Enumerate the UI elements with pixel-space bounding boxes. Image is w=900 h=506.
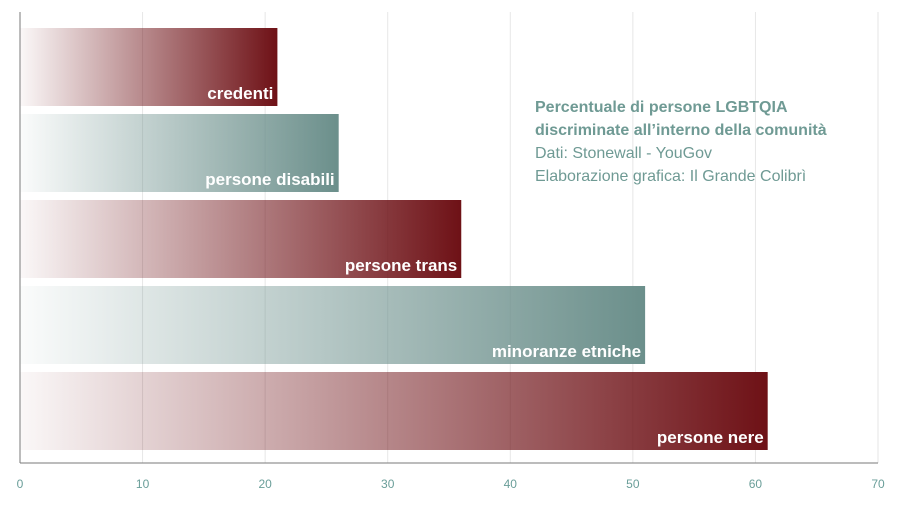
bar-2 <box>20 200 462 278</box>
annotation-title-line1: Percentuale di persone LGBTQIA <box>535 99 788 116</box>
x-tick-label-2: 20 <box>258 477 272 491</box>
bar-label-0: credenti <box>207 84 273 103</box>
annotation-title-line2: discriminate all’interno della comunità <box>535 122 827 139</box>
x-tick-label-4: 40 <box>504 477 518 491</box>
annotation-source: Dati: Stonewall - YouGov <box>535 145 712 162</box>
bar-0 <box>20 28 278 106</box>
x-tick-label-0: 0 <box>17 477 24 491</box>
bar-4 <box>20 372 768 450</box>
chart-annotation: Percentuale di persone LGBTQIA discrimin… <box>535 96 827 188</box>
bar-label-1: persone disabili <box>205 170 334 189</box>
x-tick-label-7: 70 <box>871 477 885 491</box>
x-tick-label-3: 30 <box>381 477 395 491</box>
x-tick-label-5: 50 <box>626 477 640 491</box>
bar-label-2: persone trans <box>345 256 457 275</box>
bar-label-4: persone nere <box>657 428 764 447</box>
bar-3 <box>20 286 646 364</box>
x-tick-label-6: 60 <box>749 477 763 491</box>
annotation-credit: Elaborazione grafica: Il Grande Colibrì <box>535 168 807 185</box>
x-tick-label-1: 10 <box>136 477 150 491</box>
bar-label-3: minoranze etniche <box>492 342 641 361</box>
axes: 0 10 20 30 40 50 60 70 <box>17 12 885 491</box>
bars: credenti persone disabili persone trans min… <box>20 28 768 450</box>
bar-1 <box>20 114 339 192</box>
